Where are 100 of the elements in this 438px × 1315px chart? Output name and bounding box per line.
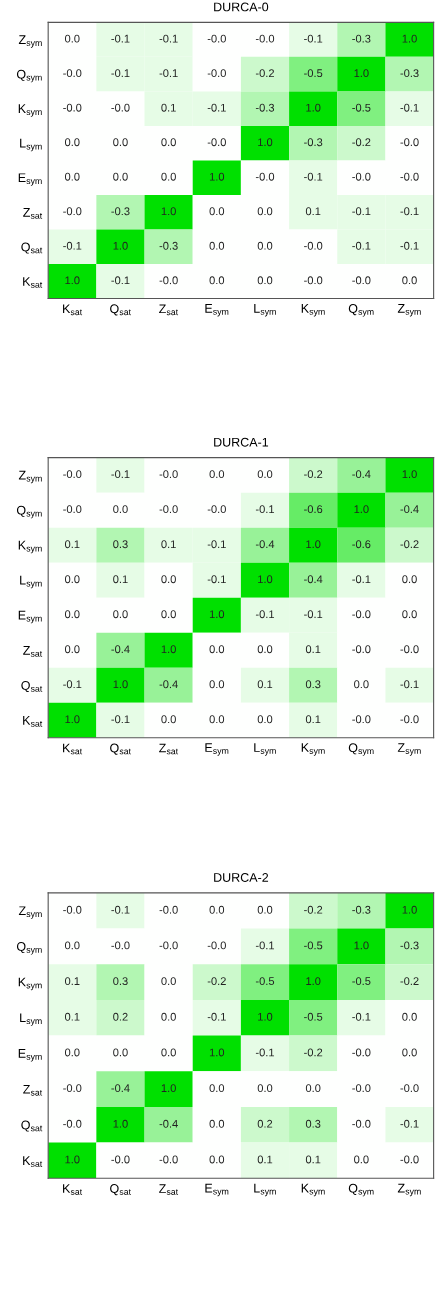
data-label: -0.5 bbox=[352, 977, 371, 986]
y-tick-label: Z$_{sat}$ bbox=[23, 1084, 43, 1096]
data-label: -0.3 bbox=[352, 905, 371, 914]
y-tick-label: Z$_{sat}$ bbox=[23, 208, 43, 219]
y-tick-label: K$_{sat}$ bbox=[23, 716, 43, 727]
data-label: -0.0 bbox=[63, 1084, 82, 1093]
data-label: -0.0 bbox=[255, 172, 275, 181]
data-label: -0.0 bbox=[400, 645, 419, 654]
data-label: 1.0 bbox=[209, 1048, 225, 1057]
data-label: 0.0 bbox=[257, 470, 273, 479]
data-label: -0.2 bbox=[352, 138, 371, 147]
data-label: -0.0 bbox=[207, 138, 226, 147]
x-tick-label: Z$_{sat}$ bbox=[159, 304, 179, 316]
y-tick-label: Q$_{sat}$ bbox=[21, 680, 43, 693]
data-label: -0.1 bbox=[400, 1119, 419, 1128]
data-label: 1.0 bbox=[113, 241, 128, 250]
data-label: 0.1 bbox=[257, 1155, 273, 1164]
data-label: -0.3 bbox=[255, 103, 275, 112]
data-label: 1.0 bbox=[113, 1119, 128, 1128]
data-label: -0.1 bbox=[255, 1048, 275, 1057]
data-label: 0.0 bbox=[64, 575, 80, 584]
data-label: -0.0 bbox=[207, 505, 226, 514]
x-tick-label: Z$_{sat}$ bbox=[159, 743, 179, 755]
data-label: 0.0 bbox=[209, 207, 225, 216]
data-label: 0.2 bbox=[113, 1012, 128, 1021]
x-tick-label: Q$_{sat}$ bbox=[110, 304, 131, 316]
data-label: -0.1 bbox=[255, 610, 275, 619]
data-label: -0.5 bbox=[352, 103, 371, 112]
x-tick-label: L$_{sym}$ bbox=[254, 304, 276, 317]
y-tick-label: Q$_{sat}$ bbox=[21, 242, 43, 254]
y-tick-label: E$_{sym}$ bbox=[18, 610, 42, 624]
data-label: -0.1 bbox=[63, 680, 82, 689]
x-tick-label: K$_{sym}$ bbox=[301, 1183, 325, 1197]
x-tick-label: Z$_{sym}$ bbox=[397, 304, 421, 317]
data-label: -0.4 bbox=[159, 1119, 178, 1128]
data-label: 0.0 bbox=[257, 645, 273, 654]
data-label: -0.5 bbox=[304, 1012, 323, 1021]
y-tick-label: K$_{sat}$ bbox=[23, 1156, 43, 1167]
y-tick-label: L$_{sym}$ bbox=[20, 138, 42, 152]
data-label: 0.1 bbox=[305, 715, 321, 724]
data-label: -0.0 bbox=[304, 276, 323, 285]
data-label: -0.0 bbox=[352, 1119, 371, 1128]
data-label: 1.0 bbox=[65, 1155, 80, 1164]
data-label: -0.1 bbox=[207, 575, 226, 584]
data-label: 1.0 bbox=[402, 905, 417, 914]
data-label: -0.1 bbox=[111, 34, 130, 43]
data-label: -0.0 bbox=[352, 1084, 371, 1093]
data-label: 0.0 bbox=[161, 575, 176, 584]
data-label: 0.0 bbox=[305, 1084, 321, 1093]
data-label: -0.2 bbox=[400, 977, 419, 986]
y-tick-label: K$_{sym}$ bbox=[18, 977, 42, 991]
data-label: 0.0 bbox=[257, 715, 273, 724]
data-label: -0.0 bbox=[304, 241, 323, 250]
data-label: -0.0 bbox=[63, 207, 82, 216]
data-label: -0.4 bbox=[159, 680, 178, 689]
data-label: -0.1 bbox=[159, 69, 178, 78]
data-label: -0.2 bbox=[304, 905, 323, 914]
data-label: 0.0 bbox=[402, 1012, 417, 1021]
data-label: 1.0 bbox=[65, 715, 80, 724]
data-label: 0.2 bbox=[257, 1119, 273, 1128]
data-label: -0.0 bbox=[207, 34, 226, 43]
data-label: 0.0 bbox=[161, 610, 176, 619]
data-label: -0.0 bbox=[352, 276, 371, 285]
y-tick-label: Q$_{sat}$ bbox=[21, 1120, 43, 1132]
data-label: 0.0 bbox=[209, 905, 225, 914]
data-label: -0.0 bbox=[63, 905, 82, 914]
data-label: 0.0 bbox=[64, 645, 80, 654]
data-label: 0.1 bbox=[305, 1155, 321, 1164]
data-label: 0.0 bbox=[113, 1048, 128, 1057]
data-label: -0.0 bbox=[159, 905, 178, 914]
y-tick-label: L$_{sym}$ bbox=[20, 575, 42, 589]
data-label: 0.0 bbox=[209, 715, 225, 724]
data-label: -0.1 bbox=[352, 575, 371, 584]
data-label: -0.0 bbox=[159, 276, 178, 285]
data-label: -0.0 bbox=[352, 645, 371, 654]
data-label: -0.0 bbox=[352, 715, 371, 724]
data-label: -0.4 bbox=[304, 575, 323, 584]
chart-title: DURCA-0 bbox=[214, 2, 269, 12]
data-label: -0.2 bbox=[400, 540, 419, 549]
data-label: -0.1 bbox=[111, 905, 130, 914]
data-label: -0.1 bbox=[304, 172, 323, 181]
data-label: 1.0 bbox=[209, 610, 225, 619]
data-label: 1.0 bbox=[161, 207, 176, 216]
data-label: 1.0 bbox=[354, 505, 369, 514]
data-label: -0.0 bbox=[111, 103, 130, 112]
data-label: -0.1 bbox=[400, 241, 419, 250]
data-label: -0.0 bbox=[255, 34, 275, 43]
data-label: 0.0 bbox=[113, 138, 128, 147]
data-label: -0.2 bbox=[304, 1048, 323, 1057]
x-tick-label: E$_{sym}$ bbox=[205, 743, 229, 756]
data-label: 0.0 bbox=[209, 470, 225, 479]
data-label: 0.0 bbox=[402, 610, 417, 619]
data-label: 0.3 bbox=[305, 1119, 321, 1128]
data-label: 1.0 bbox=[354, 69, 369, 78]
data-label: 0.0 bbox=[354, 1155, 369, 1164]
data-label: -0.4 bbox=[111, 1084, 130, 1093]
data-label: -0.0 bbox=[352, 172, 371, 181]
data-label: -0.1 bbox=[400, 103, 419, 112]
data-label: 0.0 bbox=[209, 1084, 225, 1093]
data-label: -0.0 bbox=[352, 1048, 371, 1057]
